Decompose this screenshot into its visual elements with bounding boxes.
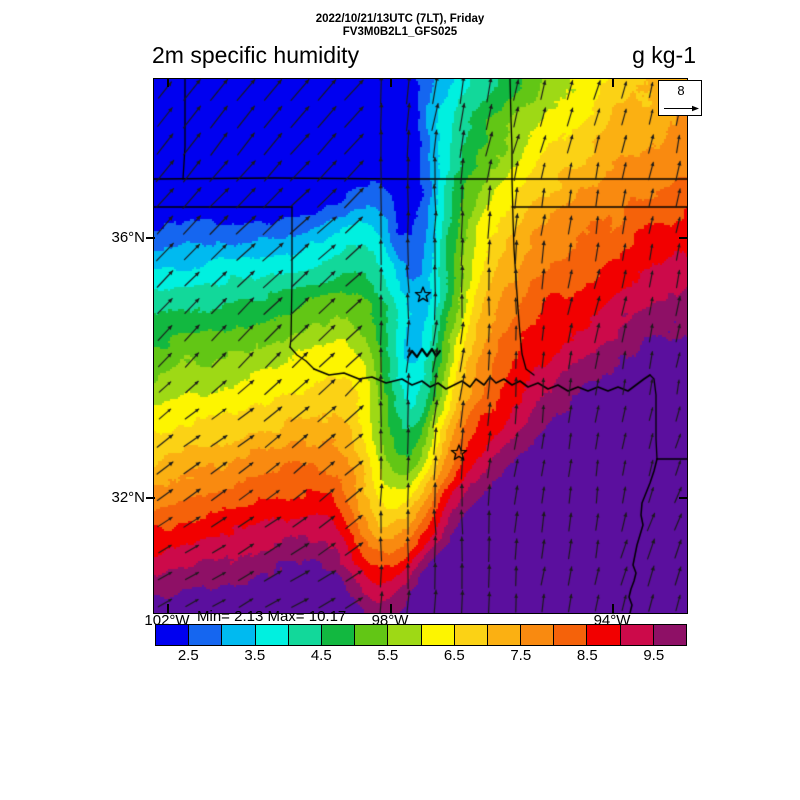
model-name-label: FV3M0B2L1_GFS025 <box>342 26 458 38</box>
colorbar-tick-label: 8.5 <box>576 647 598 664</box>
colorbar-segment <box>587 625 621 645</box>
colorbar-segment <box>156 625 190 645</box>
colorbar-tick-label: 5.5 <box>377 647 399 664</box>
wind-vector-key: 8 <box>658 80 702 116</box>
colorbar-tick-label: 3.5 <box>244 647 266 664</box>
lon-tick-mark-98w <box>390 604 392 613</box>
colorbar-segment <box>421 625 455 645</box>
lon-tick-mark-102w <box>167 604 169 613</box>
colorbar-segment <box>454 625 488 645</box>
colorbar-tick-label: 4.5 <box>310 647 332 664</box>
colorbar-segment <box>554 625 588 645</box>
lon-tick-mark-94w-top <box>612 78 614 87</box>
page-title: 2m specific humidity <box>152 42 360 68</box>
colorbar-segment <box>521 625 555 645</box>
colorbar-segments <box>155 624 687 646</box>
lon-tick-mark-94w <box>612 604 614 613</box>
lon-tick-mark-102w-top <box>167 78 169 87</box>
colorbar-tick-label: 7.5 <box>510 647 532 664</box>
min-max-annotation: Min= 2.13 Max= 10.17 <box>197 608 347 625</box>
colorbar-segment <box>620 625 654 645</box>
lat-tick-mark-32n-right <box>679 497 688 499</box>
lat-tick-mark-36n-right <box>679 237 688 239</box>
units-label: g kg-1 <box>632 42 696 68</box>
colorbar-segment <box>222 625 256 645</box>
map-panel[interactable] <box>153 78 688 614</box>
wind-key-arrow-icon <box>664 105 699 112</box>
colorbar-segment <box>653 625 686 645</box>
lat-tick-mark-32n <box>146 497 155 499</box>
lon-tick-mark-98w-top <box>390 78 392 87</box>
forecast-datetime-label: 2022/10/21/13UTC (7LT), Friday <box>315 13 485 25</box>
colorbar[interactable] <box>155 624 687 646</box>
wind-key-value-label: 8 <box>677 83 685 98</box>
colorbar-segment <box>388 625 422 645</box>
colorbar-segment <box>255 625 289 645</box>
colorbar-segment <box>321 625 356 645</box>
colorbar-segment <box>487 625 522 645</box>
colorbar-segment <box>189 625 223 645</box>
colorbar-tick-label: 2.5 <box>177 647 199 664</box>
colorbar-segment <box>288 625 322 645</box>
colorbar-tick-labels: 2.5 3.5 4.5 5.5 6.5 7.5 8.5 9.5 <box>155 647 687 667</box>
lat-tick-36n: 36°N <box>111 229 145 246</box>
lat-tick-mark-36n <box>146 237 155 239</box>
lat-tick-32n: 32°N <box>111 489 145 506</box>
colorbar-segment <box>355 625 389 645</box>
colorbar-tick-label: 9.5 <box>643 647 665 664</box>
humidity-contour-fill <box>154 79 687 613</box>
colorbar-tick-label: 6.5 <box>443 647 465 664</box>
